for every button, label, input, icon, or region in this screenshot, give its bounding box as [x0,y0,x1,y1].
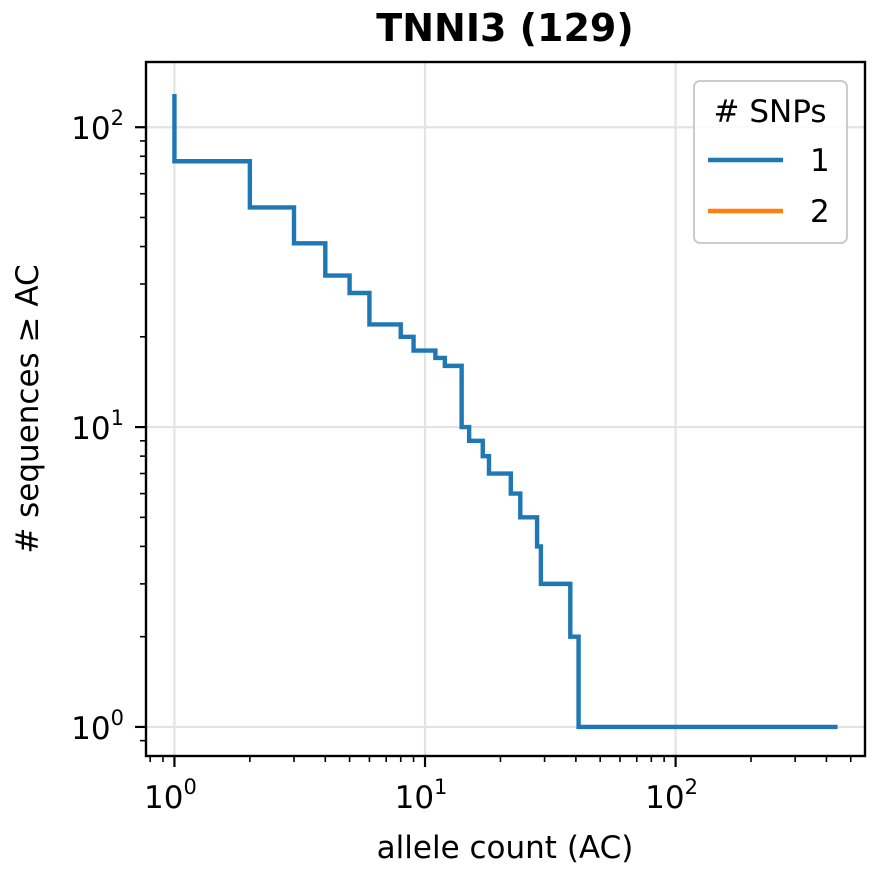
y-axis-label: # sequences ≥ AC [10,264,46,553]
y-tick-exponent: 1 [111,406,124,430]
y-tick-exponent: 2 [111,106,124,130]
x-tick-base: 10 [395,780,434,816]
y-tick-base: 10 [71,411,110,447]
grid-lines [146,62,865,756]
y-tick-label: 102 [71,106,124,147]
chart-title: TNNI3 (129) [376,6,633,50]
x-tick-label: 102 [645,775,698,816]
y-tick-base: 10 [71,111,110,147]
legend-label-series-1: 1 [810,143,830,179]
x-tick-exponent: 0 [183,775,196,799]
series-1-line [172,94,838,730]
plot-frame [144,60,867,758]
legend-title: # SNPs [714,94,827,130]
x-tick-base: 10 [144,780,183,816]
y-tick-label: 101 [71,406,124,447]
legend-label-series-2: 2 [810,194,830,230]
y-tick-exponent: 0 [111,706,124,730]
x-axis-label: allele count (AC) [377,830,634,866]
x-tick-exponent: 2 [685,775,698,799]
y-tick-label: 100 [71,706,124,747]
series-layer [172,94,838,730]
y-tick-base: 10 [71,711,110,747]
legend: # SNPs 1 2 [693,80,848,244]
x-tick-base: 10 [645,780,684,816]
x-tick-label: 101 [395,775,448,816]
x-tick-label: 100 [144,775,197,816]
x-tick-exponent: 1 [434,775,447,799]
